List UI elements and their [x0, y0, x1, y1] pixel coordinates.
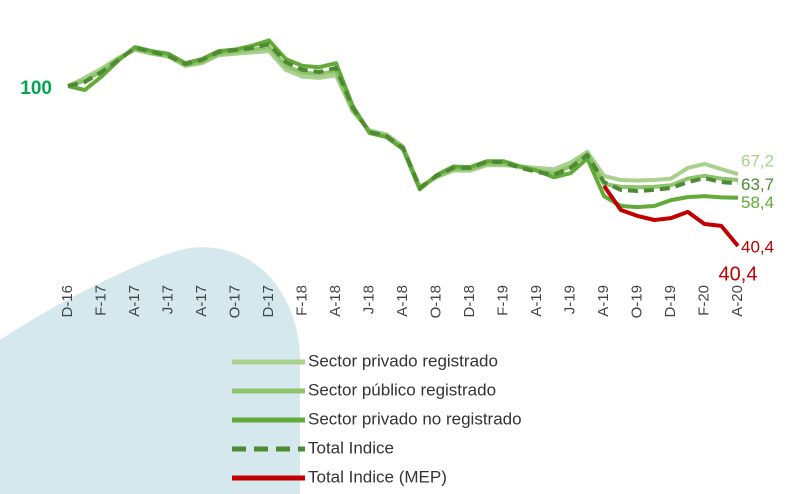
x-tick-label: J-17 [159, 285, 176, 314]
x-tick-label: A-18 [327, 285, 344, 317]
x-tick-label: J-18 [360, 285, 377, 314]
x-tick-label: O-18 [427, 285, 444, 318]
x-tick-label: A-17 [126, 285, 143, 317]
x-tick-label: F-18 [293, 285, 310, 316]
x-tick-label: D-19 [662, 285, 679, 318]
series-line [68, 44, 738, 191]
x-tick-label: O-19 [628, 285, 645, 318]
x-tick-label: D-18 [461, 285, 478, 318]
value-label: 63,7 [741, 175, 774, 194]
x-tick-label: D-17 [260, 285, 277, 318]
x-tick-label: F-20 [695, 285, 712, 316]
x-tick-label: O-17 [226, 285, 243, 318]
background-shape [0, 247, 300, 494]
series-line [68, 50, 738, 187]
legend-label: Total Indice (MEP) [308, 467, 447, 486]
series-line [604, 186, 738, 246]
legend-label: Sector privado registrado [308, 351, 498, 370]
chart: 100 40,4 D-16 F-17 A-17 J-17 A-17 O-17 D-17 F-1… [0, 0, 788, 494]
x-tick-label: F-19 [494, 285, 511, 316]
x-tick-label: J-19 [561, 285, 578, 314]
value-label: 40,4 [741, 237, 774, 256]
x-tick-label: F-17 [92, 285, 109, 316]
value-label: 58,4 [741, 193, 774, 212]
start-label: 100 [20, 78, 52, 99]
x-tick-label: A-17 [193, 285, 210, 317]
legend-label: Sector público registrado [308, 380, 496, 399]
legend-label: Total Indice [308, 438, 394, 457]
annotation: 40,4 [719, 263, 758, 285]
x-tick-label: A-19 [595, 285, 612, 317]
x-tick-label: D-16 [59, 285, 76, 318]
series-line [68, 47, 738, 187]
x-tick-label: A-19 [528, 285, 545, 317]
value-label: 67,2 [741, 152, 774, 171]
x-tick-label: A-18 [394, 285, 411, 317]
x-tick-label: A-20 [729, 285, 746, 317]
legend-label: Sector privado no registrado [308, 409, 522, 428]
